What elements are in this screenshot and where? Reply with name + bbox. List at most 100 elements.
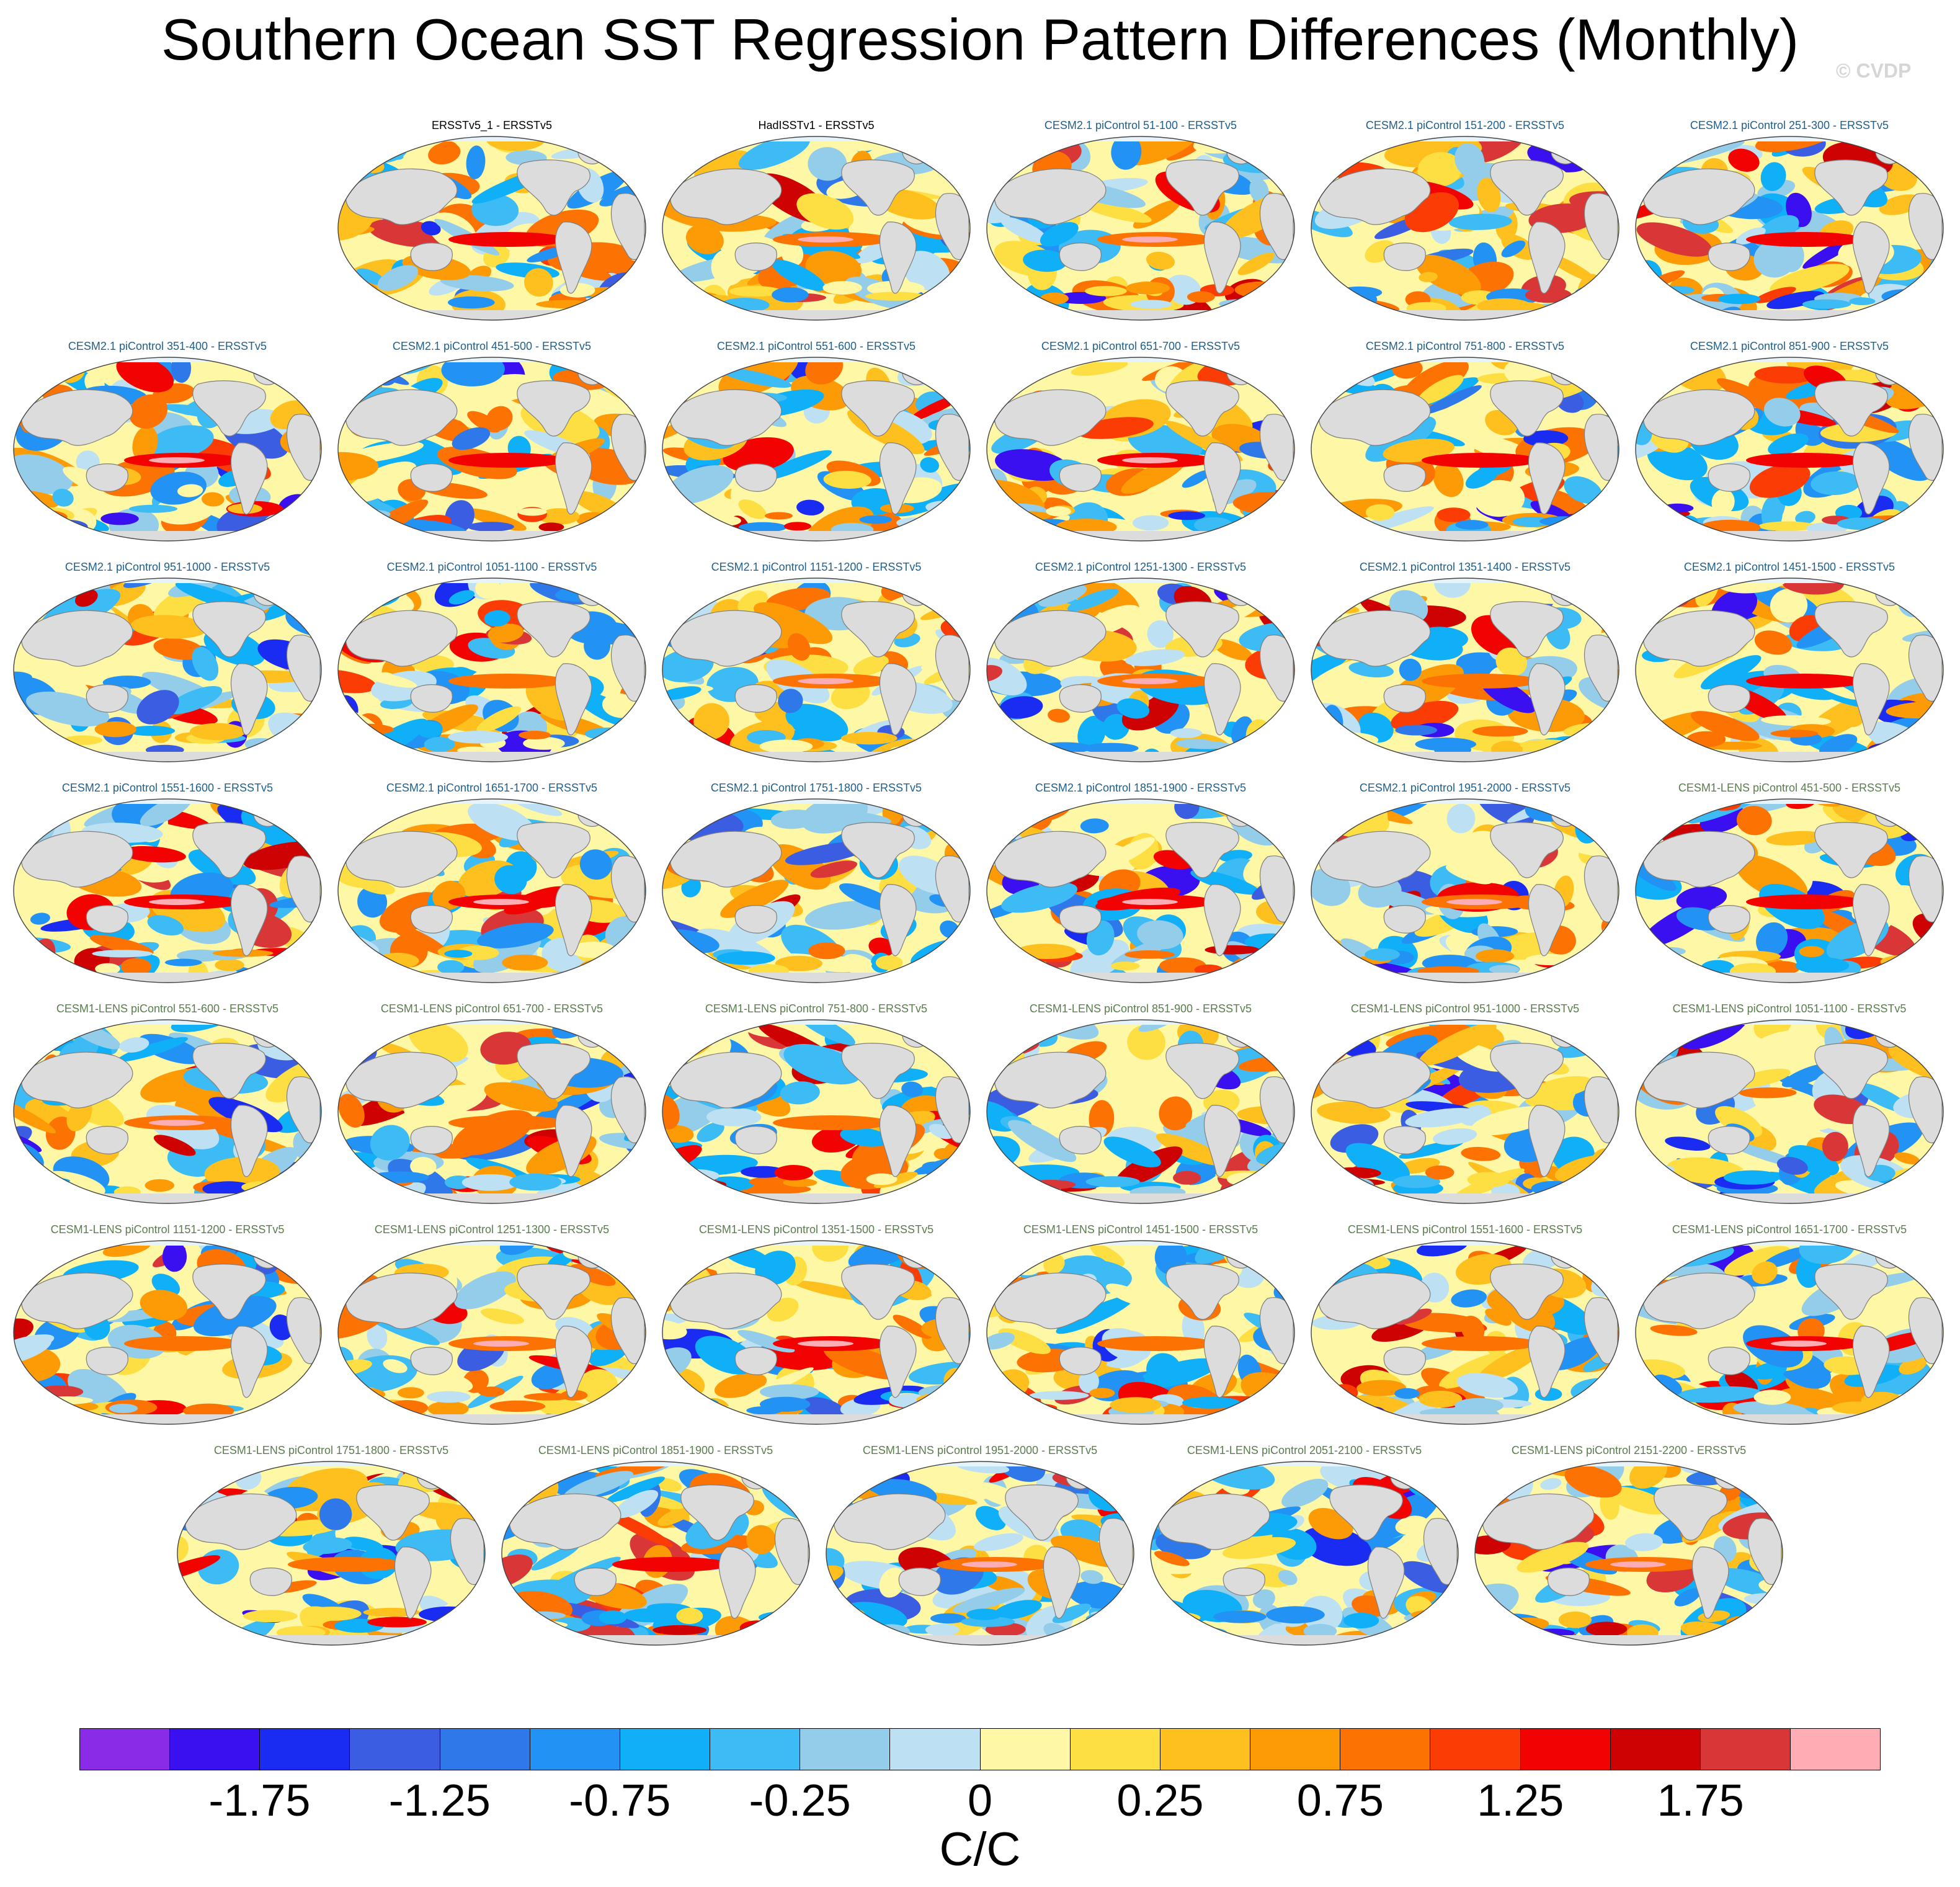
- north-america-landmass: [1814, 380, 1888, 437]
- north-america-landmass: [517, 380, 590, 437]
- world-map-icon: [337, 136, 646, 321]
- colorbar-swatch: [1790, 1729, 1881, 1770]
- colorbar-tick-label: 0.75: [1296, 1776, 1384, 1826]
- north-america-landmass: [841, 601, 915, 658]
- north-america-landmass: [1490, 601, 1564, 658]
- south-america-landmass: [1367, 1546, 1405, 1619]
- south-america-landmass: [879, 884, 917, 957]
- north-america-landmass: [1329, 1484, 1403, 1541]
- map-panel: CESM2.1 piControl 1451-1500 - ERSSTv5: [1628, 561, 1951, 772]
- asia-landmass: [669, 168, 782, 225]
- panel-title: CESM1-LENS piControl 951-1000 - ERSSTv5: [1350, 1002, 1580, 1015]
- south-america-landmass: [1852, 884, 1890, 957]
- asia-landmass: [1642, 610, 1755, 667]
- asia-landmass: [345, 831, 458, 888]
- world-map-icon: [13, 1019, 322, 1204]
- world-map-icon: [1311, 798, 1619, 983]
- colorbar-tick-label: -0.75: [569, 1776, 671, 1826]
- world-map-icon: [501, 1461, 810, 1646]
- australia-landmass: [1383, 1347, 1426, 1375]
- map-panel: CESM1-LENS piControl 1551-1600 - ERSSTv5: [1304, 1223, 1626, 1434]
- australia-landmass: [1708, 463, 1750, 492]
- asia-landmass: [345, 168, 458, 225]
- panel-title: CESM2.1 piControl 1251-1300 - ERSSTv5: [1035, 561, 1247, 573]
- australia-landmass: [1059, 905, 1102, 934]
- map-panel: CESM1-LENS piControl 451-500 - ERSSTv5: [1628, 782, 1951, 993]
- australia-landmass: [410, 1347, 453, 1375]
- asia-landmass: [669, 1051, 782, 1109]
- asia-landmass: [1318, 831, 1431, 888]
- asia-landmass: [184, 1493, 297, 1550]
- panel-title: CESM1-LENS piControl 1751-1800 - ERSSTv5: [213, 1444, 449, 1457]
- asia-landmass: [1318, 1272, 1431, 1329]
- asia-landmass: [669, 1272, 782, 1329]
- world-map-icon: [177, 1461, 486, 1646]
- north-america-landmass: [1490, 822, 1564, 878]
- panel-title: CESM1-LENS piControl 451-500 - ERSSTv5: [1678, 782, 1901, 794]
- north-america-landmass: [1654, 1484, 1727, 1541]
- south-america-landmass: [555, 884, 592, 957]
- south-america-landmass: [879, 221, 917, 294]
- australia-landmass: [1059, 1126, 1102, 1154]
- colorbar-tick-label: -1.75: [208, 1776, 311, 1826]
- australia-landmass: [1708, 905, 1750, 934]
- colorbar-swatch: [1610, 1729, 1701, 1770]
- panel-title: CESM2.1 piControl 51-100 - ERSSTv5: [1044, 119, 1237, 132]
- australia-landmass: [410, 905, 453, 934]
- asia-landmass: [1318, 610, 1431, 667]
- asia-landmass: [994, 389, 1107, 446]
- panel-title: CESM2.1 piControl 1751-1800 - ERSSTv5: [710, 782, 922, 794]
- colorbar-tick-label: 0.25: [1116, 1776, 1204, 1826]
- panel-title: CESM2.1 piControl 1351-1400 - ERSSTv5: [1359, 561, 1571, 573]
- world-map-icon: [337, 357, 646, 542]
- panel-title: CESM1-LENS piControl 1451-1500 - ERSSTv5: [1023, 1223, 1258, 1236]
- map-panel: CESM2.1 piControl 251-300 - ERSSTv5: [1628, 119, 1951, 330]
- colorbar-swatch: [620, 1729, 711, 1770]
- world-map-icon: [1311, 357, 1619, 542]
- panel-title: CESM1-LENS piControl 1951-2000 - ERSSTv5: [862, 1444, 1098, 1457]
- world-map-icon: [1474, 1461, 1783, 1646]
- south-america-landmass: [879, 442, 917, 515]
- panel-title: CESM1-LENS piControl 1551-1600 - ERSSTv5: [1347, 1223, 1583, 1236]
- south-america-landmass: [879, 1105, 917, 1177]
- panel-title: CESM1-LENS piControl 1351-1500 - ERSSTv5: [698, 1223, 934, 1236]
- panel-title: CESM1-LENS piControl 2051-2100 - ERSSTv5: [1187, 1444, 1422, 1457]
- north-america-landmass: [1814, 159, 1888, 216]
- colorbar-tick-label: 1.75: [1657, 1776, 1744, 1826]
- south-america-landmass: [1203, 221, 1241, 294]
- panel-title: CESM2.1 piControl 251-300 - ERSSTv5: [1690, 119, 1889, 132]
- map-panel: CESM2.1 piControl 1251-1300 - ERSSTv5: [979, 561, 1302, 772]
- panel-title: CESM2.1 piControl 1851-1900 - ERSSTv5: [1035, 782, 1247, 794]
- australia-landmass: [410, 463, 453, 492]
- south-america-landmass: [1528, 663, 1566, 736]
- north-america-landmass: [192, 822, 266, 878]
- australia-landmass: [1059, 684, 1102, 713]
- colorbar-swatch: [260, 1729, 350, 1770]
- map-panel: CESM2.1 piControl 1551-1600 - ERSSTv5: [6, 782, 329, 993]
- north-america-landmass: [356, 1484, 430, 1541]
- north-america-landmass: [192, 1264, 266, 1320]
- asia-landmass: [669, 610, 782, 667]
- asia-landmass: [1642, 168, 1755, 225]
- australia-landmass: [1383, 463, 1426, 492]
- map-panel: HadISSTv1 - ERSSTv5: [655, 119, 978, 330]
- map-panel: CESM2.1 piControl 1051-1100 - ERSSTv5: [331, 561, 653, 772]
- south-america-landmass: [1528, 442, 1566, 515]
- australia-landmass: [1383, 243, 1426, 271]
- panel-title: CESM1-LENS piControl 1151-1200 - ERSSTv5: [50, 1223, 285, 1236]
- colorbar-swatch: [890, 1729, 981, 1770]
- world-map-icon: [662, 798, 971, 983]
- australia-landmass: [410, 243, 453, 271]
- north-america-landmass: [517, 601, 590, 658]
- world-map-icon: [1311, 1019, 1619, 1204]
- map-panel: CESM2.1 piControl 151-200 - ERSSTv5: [1304, 119, 1626, 330]
- north-america-landmass: [1165, 1264, 1239, 1320]
- colorbar-swatch: [80, 1729, 171, 1770]
- panel-title: CESM1-LENS piControl 1051-1100 - ERSSTv5: [1672, 1002, 1907, 1015]
- australia-landmass: [1708, 1126, 1750, 1154]
- map-panel: CESM2.1 piControl 351-400 - ERSSTv5: [6, 340, 329, 551]
- north-america-landmass: [517, 159, 590, 216]
- australia-landmass: [574, 1568, 617, 1596]
- south-america-landmass: [555, 221, 592, 294]
- south-america-landmass: [394, 1546, 432, 1619]
